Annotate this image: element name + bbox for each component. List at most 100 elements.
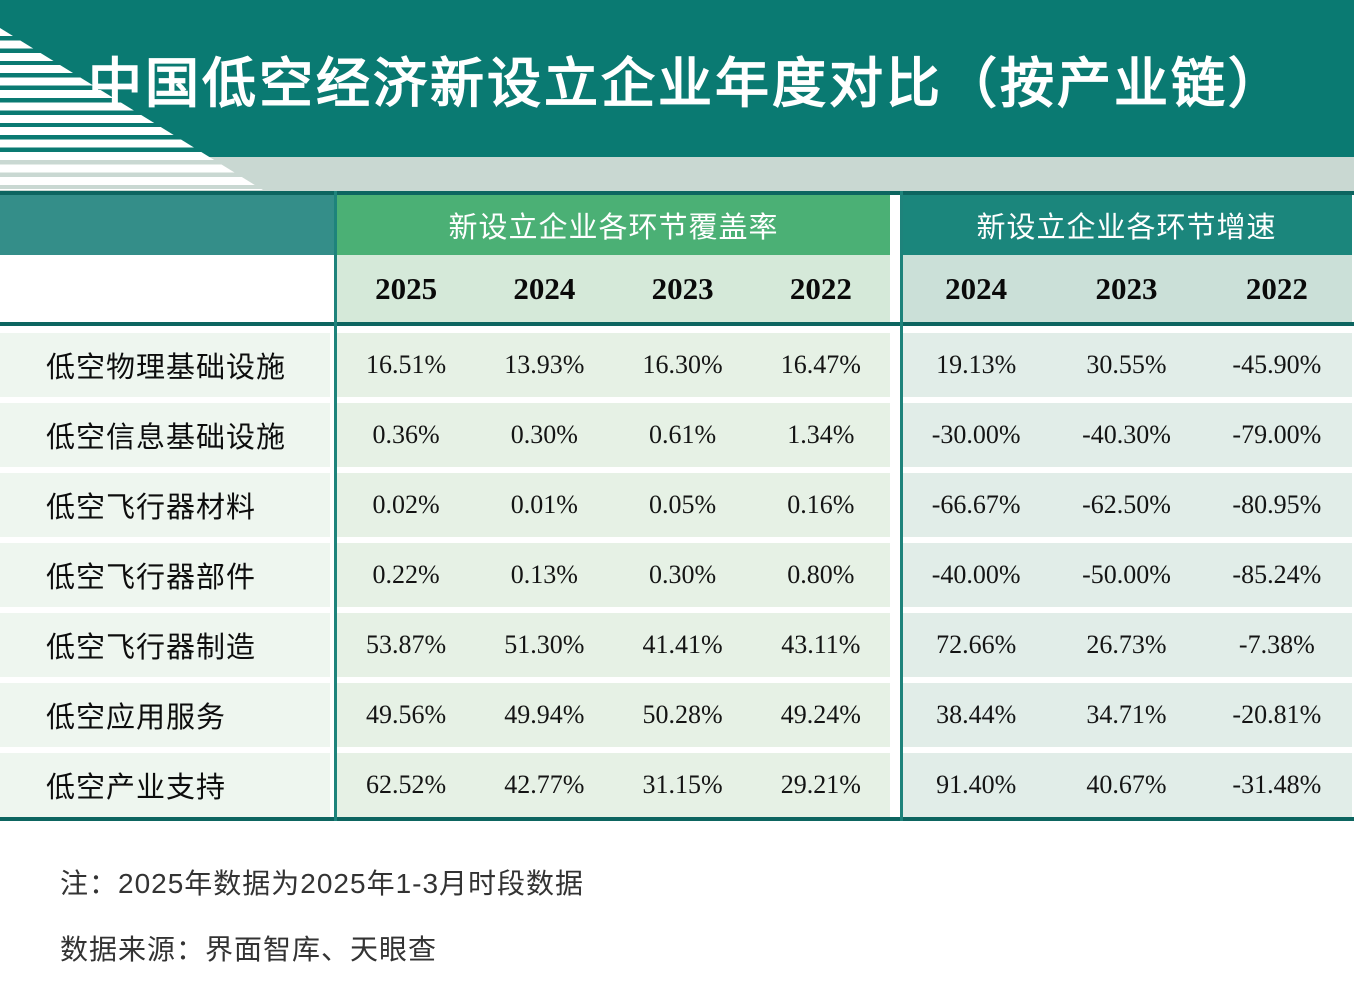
note-source: 数据来源：界面智库、天眼查 (60, 934, 438, 965)
coverage-cells: 0.22% 0.13% 0.30% 0.80% (337, 543, 890, 607)
coverage-group-header: 新设立企业各环节覆盖率 (337, 195, 890, 255)
coverage-cells: 62.52% 42.77% 31.15% 29.21% (337, 753, 890, 817)
year-header: 2023 (613, 255, 752, 322)
growth-years: 2024 2023 2022 (901, 255, 1352, 322)
coverage-value: 53.87% (337, 613, 476, 677)
row-label: 低空飞行器部件 (0, 543, 330, 607)
growth-value: 91.40% (901, 753, 1052, 817)
row-label: 低空物理基础设施 (0, 333, 330, 397)
year-header: 2022 (751, 255, 890, 322)
growth-value: 30.55% (1051, 333, 1202, 397)
data-table: 新设立企业各环节覆盖率 新设立企业各环节增速 2025 2024 2023 20… (0, 191, 1354, 821)
growth-value: 26.73% (1051, 613, 1202, 677)
growth-value: -40.30% (1051, 403, 1202, 467)
table-row: 低空飞行器制造 53.87% 51.30% 41.41% 43.11% 72.66% 2… (0, 613, 1354, 677)
row-label: 低空飞行器材料 (0, 473, 330, 537)
coverage-value: 41.41% (613, 613, 752, 677)
coverage-cells: 53.87% 51.30% 41.41% 43.11% (337, 613, 890, 677)
table-row: 低空信息基础设施 0.36% 0.30% 0.61% 1.34% -30.00% -40… (0, 403, 1354, 467)
coverage-value: 0.13% (475, 543, 614, 607)
coverage-value: 0.01% (475, 473, 614, 537)
coverage-value: 31.15% (613, 753, 752, 817)
growth-value: -85.24% (1201, 543, 1352, 607)
growth-value: -31.48% (1201, 753, 1352, 817)
growth-value: -80.95% (1201, 473, 1352, 537)
coverage-cells: 49.56% 49.94% 50.28% 49.24% (337, 683, 890, 747)
coverage-value: 0.30% (475, 403, 614, 467)
coverage-value: 16.51% (337, 333, 476, 397)
vertical-divider (900, 191, 903, 821)
growth-value: -7.38% (1201, 613, 1352, 677)
title-bar: 中国低空经济新设立企业年度对比（按产业链） (0, 0, 1354, 157)
coverage-value: 49.24% (751, 683, 890, 747)
coverage-value: 42.77% (475, 753, 614, 817)
growth-value: -66.67% (901, 473, 1052, 537)
empty-label-cell (0, 255, 330, 322)
coverage-value: 49.56% (337, 683, 476, 747)
growth-value: -40.00% (901, 543, 1052, 607)
growth-cells: -66.67% -62.50% -80.95% (901, 473, 1352, 537)
coverage-value: 16.47% (751, 333, 890, 397)
growth-value: 72.66% (901, 613, 1052, 677)
growth-cells: 72.66% 26.73% -7.38% (901, 613, 1352, 677)
table-bottom-divider (0, 817, 1354, 821)
year-header-row: 2025 2024 2023 2022 2024 2023 2022 (0, 255, 1354, 322)
note-period: 注：2025年数据为2025年1-3月时段数据 (60, 868, 585, 899)
coverage-value: 13.93% (475, 333, 614, 397)
coverage-value: 0.61% (613, 403, 752, 467)
growth-value: 19.13% (901, 333, 1052, 397)
coverage-cells: 0.02% 0.01% 0.05% 0.16% (337, 473, 890, 537)
table-top-divider (0, 191, 1354, 195)
growth-value: -50.00% (1051, 543, 1202, 607)
page-title: 中国低空经济新设立企业年度对比（按产业链） (88, 54, 1285, 114)
row-label: 低空飞行器制造 (0, 613, 330, 677)
year-row-divider (0, 322, 1354, 326)
table-row: 低空应用服务 49.56% 49.94% 50.28% 49.24% 38.44% 34… (0, 683, 1354, 747)
coverage-value: 43.11% (751, 613, 890, 677)
coverage-value: 16.30% (613, 333, 752, 397)
growth-cells: -40.00% -50.00% -85.24% (901, 543, 1352, 607)
growth-value: 34.71% (1051, 683, 1202, 747)
coverage-value: 0.02% (337, 473, 476, 537)
coverage-value: 0.05% (613, 473, 752, 537)
year-header: 2022 (1201, 255, 1352, 322)
table-row: 低空物理基础设施 16.51% 13.93% 16.30% 16.47% 19.13%… (0, 333, 1354, 397)
table-row: 低空飞行器部件 0.22% 0.13% 0.30% 0.80% -40.00% -50.… (0, 543, 1354, 607)
corner-cell (0, 195, 334, 255)
row-label: 低空信息基础设施 (0, 403, 330, 467)
growth-value: -30.00% (901, 403, 1052, 467)
coverage-value: 50.28% (613, 683, 752, 747)
coverage-cells: 0.36% 0.30% 0.61% 1.34% (337, 403, 890, 467)
growth-cells: 91.40% 40.67% -31.48% (901, 753, 1352, 817)
growth-value: -20.81% (1201, 683, 1352, 747)
footnotes: 注：2025年数据为2025年1-3月时段数据 数据来源：界面智库、天眼查 (60, 862, 584, 968)
coverage-value: 0.16% (751, 473, 890, 537)
growth-value: -62.50% (1051, 473, 1202, 537)
coverage-value: 49.94% (475, 683, 614, 747)
table-row: 低空产业支持 62.52% 42.77% 31.15% 29.21% 91.40% 40… (0, 753, 1354, 817)
coverage-value: 0.30% (613, 543, 752, 607)
coverage-value: 51.30% (475, 613, 614, 677)
year-header: 2024 (475, 255, 614, 322)
year-header: 2023 (1051, 255, 1202, 322)
vertical-divider (334, 191, 337, 821)
coverage-value: 0.80% (751, 543, 890, 607)
coverage-value: 1.34% (751, 403, 890, 467)
coverage-value: 62.52% (337, 753, 476, 817)
coverage-value: 0.22% (337, 543, 476, 607)
coverage-cells: 16.51% 13.93% 16.30% 16.47% (337, 333, 890, 397)
group-header-row: 新设立企业各环节覆盖率 新设立企业各环节增速 (0, 195, 1354, 255)
coverage-years: 2025 2024 2023 2022 (337, 255, 890, 322)
year-header: 2024 (901, 255, 1052, 322)
row-label: 低空应用服务 (0, 683, 330, 747)
year-header: 2025 (337, 255, 476, 322)
growth-value: 40.67% (1051, 753, 1202, 817)
row-label: 低空产业支持 (0, 753, 330, 817)
growth-cells: 19.13% 30.55% -45.90% (901, 333, 1352, 397)
growth-value: -45.90% (1201, 333, 1352, 397)
coverage-value: 0.36% (337, 403, 476, 467)
table-rows: 低空物理基础设施 16.51% 13.93% 16.30% 16.47% 19.13%… (0, 326, 1354, 817)
growth-value: 38.44% (901, 683, 1052, 747)
coverage-value: 29.21% (751, 753, 890, 817)
